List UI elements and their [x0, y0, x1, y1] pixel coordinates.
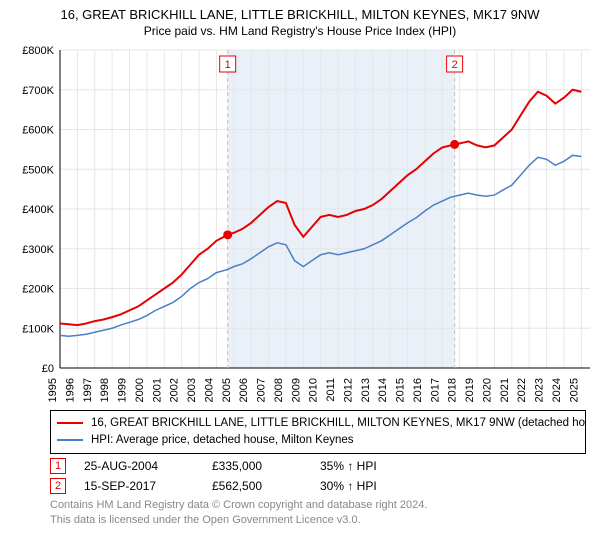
page-subtitle: Price paid vs. HM Land Registry's House … — [0, 24, 600, 42]
svg-text:2010: 2010 — [308, 378, 320, 402]
svg-text:2: 2 — [452, 59, 458, 71]
svg-text:2004: 2004 — [203, 378, 215, 402]
svg-text:1997: 1997 — [82, 378, 94, 402]
svg-text:2013: 2013 — [360, 378, 372, 402]
svg-text:2001: 2001 — [151, 378, 163, 402]
svg-text:2025: 2025 — [568, 378, 580, 402]
legend-row-series2: HPI: Average price, detached house, Milt… — [57, 432, 579, 449]
sale-date: 15-SEP-2017 — [84, 479, 194, 493]
sale-row: 1 25-AUG-2004 £335,000 35% ↑ HPI — [50, 458, 600, 474]
svg-text:£100K: £100K — [22, 323, 54, 335]
sale-diff: 35% ↑ HPI — [320, 459, 377, 473]
sale-marker-box: 1 — [50, 458, 66, 474]
svg-text:2002: 2002 — [169, 378, 181, 402]
sale-marker-box: 2 — [50, 478, 66, 494]
line-chart: £0 £100K £200K £300K £400K £500K £600K £700K £80… — [10, 42, 590, 404]
svg-text:1996: 1996 — [64, 378, 76, 402]
svg-text:£400K: £400K — [22, 204, 54, 216]
svg-text:£700K: £700K — [22, 84, 54, 96]
sale-date: 25-AUG-2004 — [84, 459, 194, 473]
svg-text:2022: 2022 — [516, 378, 528, 402]
svg-text:2023: 2023 — [534, 378, 546, 402]
sale-diff: 30% ↑ HPI — [320, 479, 377, 493]
legend-label-1: 16, GREAT BRICKHILL LANE, LITTLE BRICKHI… — [91, 415, 585, 432]
svg-text:1999: 1999 — [117, 378, 129, 402]
svg-text:2018: 2018 — [447, 378, 459, 402]
legend-row-series1: 16, GREAT BRICKHILL LANE, LITTLE BRICKHI… — [57, 415, 579, 432]
svg-text:2017: 2017 — [429, 378, 441, 402]
svg-text:2024: 2024 — [551, 378, 563, 402]
svg-text:£200K: £200K — [22, 283, 54, 295]
sale-row: 2 15-SEP-2017 £562,500 30% ↑ HPI — [50, 478, 600, 494]
svg-text:2012: 2012 — [342, 378, 354, 402]
svg-text:£0: £0 — [42, 363, 54, 375]
svg-text:1998: 1998 — [99, 378, 111, 402]
svg-text:2021: 2021 — [499, 378, 511, 402]
footer: Contains HM Land Registry data © Crown c… — [50, 498, 600, 528]
svg-text:2009: 2009 — [290, 378, 302, 402]
legend-swatch-1 — [57, 422, 83, 424]
svg-text:£800K: £800K — [22, 45, 54, 57]
svg-text:£500K: £500K — [22, 164, 54, 176]
footer-line2: This data is licensed under the Open Gov… — [50, 513, 600, 528]
sale-price: £335,000 — [212, 459, 302, 473]
svg-text:2008: 2008 — [273, 378, 285, 402]
svg-text:2020: 2020 — [481, 378, 493, 402]
chart-area: £0 £100K £200K £300K £400K £500K £600K £700K £80… — [10, 42, 590, 404]
svg-text:1995: 1995 — [47, 378, 59, 402]
sale-price: £562,500 — [212, 479, 302, 493]
svg-text:2014: 2014 — [377, 378, 389, 402]
legend: 16, GREAT BRICKHILL LANE, LITTLE BRICKHI… — [50, 410, 586, 455]
svg-text:£600K: £600K — [22, 124, 54, 136]
svg-text:2011: 2011 — [325, 378, 337, 402]
page-title: 16, GREAT BRICKHILL LANE, LITTLE BRICKHI… — [0, 0, 600, 24]
footer-line1: Contains HM Land Registry data © Crown c… — [50, 498, 600, 513]
svg-text:2006: 2006 — [238, 378, 250, 402]
svg-text:2019: 2019 — [464, 378, 476, 402]
svg-text:1: 1 — [225, 59, 231, 71]
svg-text:2015: 2015 — [395, 378, 407, 402]
svg-text:2007: 2007 — [256, 378, 268, 402]
svg-text:2016: 2016 — [412, 378, 424, 402]
legend-label-2: HPI: Average price, detached house, Milt… — [91, 432, 354, 449]
svg-text:£300K: £300K — [22, 243, 54, 255]
svg-text:2003: 2003 — [186, 378, 198, 402]
legend-swatch-2 — [57, 439, 83, 441]
svg-text:2005: 2005 — [221, 378, 233, 402]
svg-text:2000: 2000 — [134, 378, 146, 402]
